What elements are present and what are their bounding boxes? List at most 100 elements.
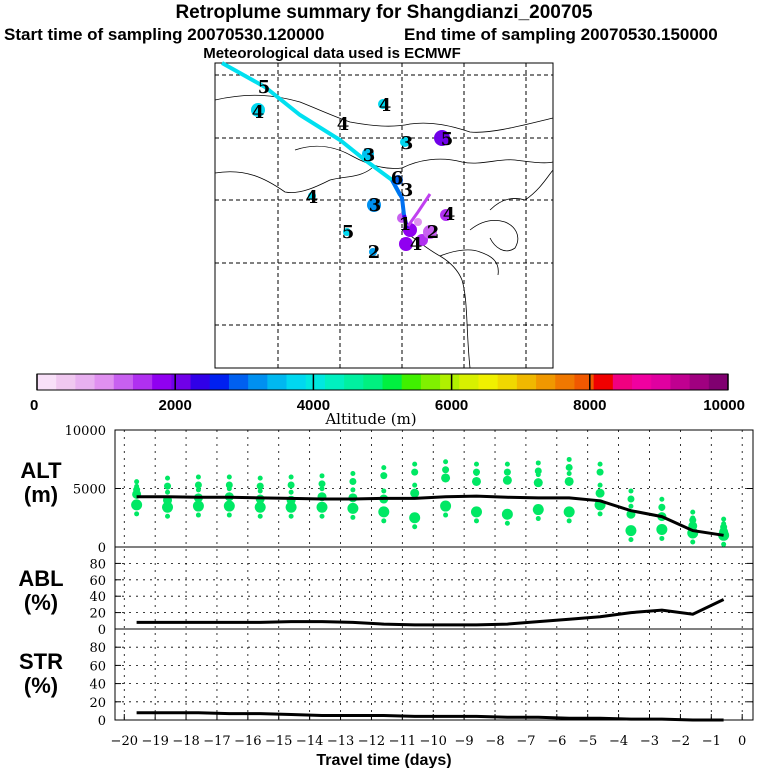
end-time: End time of sampling 20070530.150000	[404, 25, 718, 44]
x-tick-label: −8	[485, 734, 504, 749]
colorbar-swatch	[401, 374, 422, 390]
x-tick-label: −2	[671, 734, 690, 749]
alt-cluster-dot	[659, 506, 665, 512]
alt-cluster-dot	[192, 500, 204, 512]
y-tick-label: 5000	[73, 483, 106, 498]
alt-cluster-dot	[473, 518, 479, 524]
x-tick-label: −18	[172, 734, 199, 749]
alt-cluster-dot	[443, 459, 449, 465]
alt-cluster-dot	[350, 487, 356, 493]
colorbar-swatch	[632, 374, 652, 390]
alt-cluster-dot	[318, 480, 326, 488]
x-tick-label: −4	[609, 734, 628, 749]
map-label: 5	[258, 77, 271, 98]
alt-cluster-dot	[628, 537, 634, 543]
alt-cluster-dot	[165, 475, 171, 481]
panel-label: ABL	[18, 566, 63, 591]
series-line-2	[136, 711, 724, 722]
map-label: 5	[441, 129, 454, 150]
alt-cluster-dot	[194, 481, 202, 489]
x-tick-label: −16	[234, 734, 261, 749]
x-tick-label: −19	[141, 734, 168, 749]
y-tick-label: 60	[89, 659, 106, 674]
alt-cluster-dot	[319, 473, 325, 479]
alt-cluster-dot	[412, 524, 418, 530]
y-tick-label: 0	[98, 623, 106, 638]
alt-cluster-dot	[288, 513, 294, 519]
x-tick-label: −5	[578, 734, 597, 749]
alt-cluster-dot	[288, 474, 294, 480]
plume-trajectory	[221, 61, 432, 229]
alt-cluster-dot	[721, 521, 727, 527]
x-tick-label: 0	[738, 734, 746, 749]
colorbar-swatch	[267, 374, 288, 390]
alt-cluster-dot	[164, 482, 172, 490]
alt-cluster-dot	[473, 461, 479, 467]
alt-cluster-dot	[597, 482, 603, 488]
alt-cluster-dot	[134, 483, 140, 489]
met-data-label: Meteorological data used is ECMWF	[203, 45, 461, 62]
colorbar-swatch	[113, 374, 134, 390]
alt-cluster-dot	[411, 468, 419, 476]
alt-cluster-dot	[412, 482, 418, 488]
x-tick-label: −20	[111, 734, 138, 749]
colorbar-swatch	[497, 374, 518, 390]
y-tick-label: 80	[89, 557, 106, 572]
colorbar-swatch	[478, 374, 499, 390]
alt-cluster-dot	[225, 481, 233, 489]
alt-cluster-dots	[131, 456, 730, 547]
alt-cluster-dot	[347, 502, 359, 514]
x-tick-label: −12	[358, 734, 385, 749]
map-label: 4	[306, 187, 319, 208]
panel-unit: (%)	[24, 590, 58, 615]
alt-cluster-dot	[597, 461, 603, 467]
alt-cluster-dot	[566, 456, 572, 462]
colorbar-swatch	[670, 374, 691, 390]
alt-cluster-dot	[134, 511, 140, 517]
alt-cluster-dot	[134, 479, 140, 485]
alt-cluster-dot	[534, 467, 542, 475]
y-tick-label: 20	[89, 696, 106, 711]
alt-cluster-dot	[628, 503, 634, 509]
chart-title: Retroplume summary for Shangdianzi_20070…	[175, 2, 593, 23]
alt-cluster-dot	[257, 513, 263, 519]
y-tick-label: 40	[89, 590, 106, 605]
panel-gridlines	[115, 430, 753, 720]
y-tick-label: 0	[98, 714, 106, 729]
alt-cluster-dot	[441, 473, 451, 483]
alt-cluster-dot	[195, 512, 201, 518]
alt-cluster-dot	[721, 541, 727, 547]
alt-cluster-dot	[287, 481, 295, 489]
x-tick-label: −6	[547, 734, 566, 749]
alt-cluster-dot	[254, 501, 266, 513]
panel-str-frame	[114, 628, 754, 721]
colorbar-tick-label: 6000	[435, 397, 468, 414]
x-tick-label: −10	[420, 734, 447, 749]
y-tick-label: 20	[89, 607, 106, 622]
panel-label: STR	[19, 649, 63, 674]
alt-cluster-dot	[195, 474, 201, 480]
alt-cluster-dot	[501, 508, 513, 520]
x-tick-label: −14	[296, 734, 323, 749]
colorbar-swatch	[37, 374, 57, 390]
colorbar-label: Altitude (m)	[324, 410, 416, 428]
alt-cluster-dot	[443, 512, 449, 518]
map-label: 2	[368, 242, 381, 263]
colorbar-swatch	[651, 374, 671, 390]
series-line-1	[136, 598, 725, 627]
map-label: 3	[363, 145, 376, 166]
alt-cluster-dot	[162, 501, 174, 513]
alt-cluster-dot	[381, 488, 387, 494]
alt-cluster-dot	[625, 525, 637, 537]
colorbar-swatch	[516, 374, 537, 390]
alt-cluster-dot	[565, 463, 573, 471]
alt-cluster-dot	[504, 469, 510, 475]
x-tick-label: −11	[389, 734, 416, 749]
y-tick-label: 60	[89, 574, 106, 589]
alt-cluster-dot	[563, 506, 575, 518]
alt-cluster-dot	[627, 495, 635, 503]
map-frame	[214, 62, 554, 369]
series-line-0	[136, 494, 724, 537]
alt-cluster-dot	[597, 511, 603, 517]
